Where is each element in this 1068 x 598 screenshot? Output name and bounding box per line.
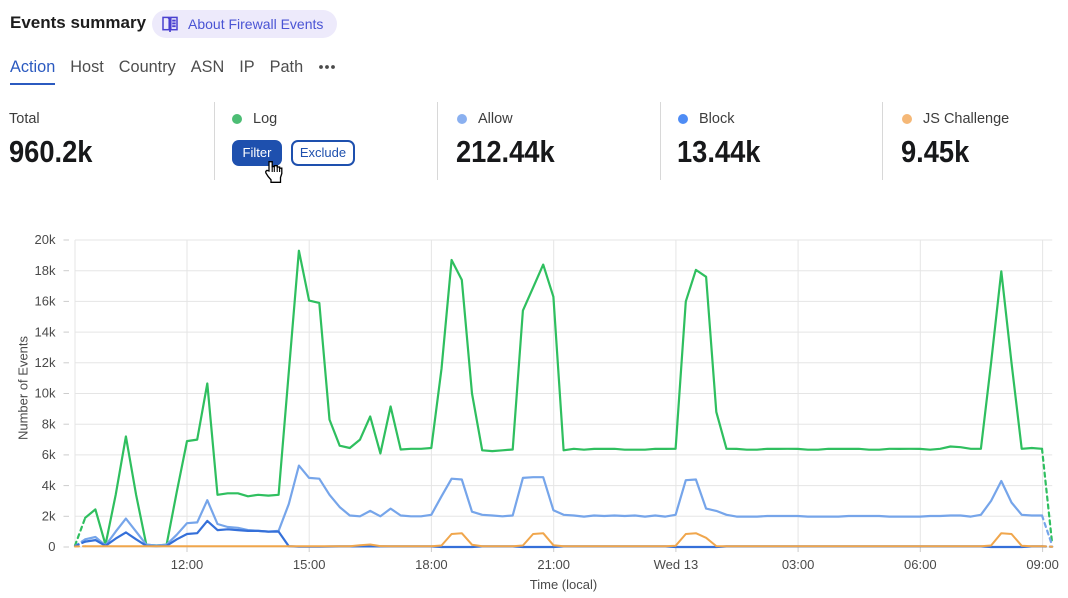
svg-text:16k: 16k — [35, 294, 56, 309]
svg-text:09:00: 09:00 — [1026, 557, 1059, 572]
svg-text:10k: 10k — [35, 386, 56, 401]
svg-text:0: 0 — [48, 539, 55, 554]
svg-text:12:00: 12:00 — [171, 557, 204, 572]
svg-text:Wed 13: Wed 13 — [654, 557, 699, 572]
svg-text:2k: 2k — [42, 509, 56, 524]
svg-text:06:00: 06:00 — [904, 557, 937, 572]
svg-text:18:00: 18:00 — [415, 557, 448, 572]
svg-text:Number of Events: Number of Events — [16, 335, 31, 440]
svg-text:20k: 20k — [35, 232, 56, 247]
svg-text:12k: 12k — [35, 355, 56, 370]
svg-text:21:00: 21:00 — [537, 557, 570, 572]
svg-text:18k: 18k — [35, 263, 56, 278]
svg-text:8k: 8k — [42, 416, 56, 431]
svg-text:Time (local): Time (local) — [530, 577, 597, 592]
svg-text:4k: 4k — [42, 478, 56, 493]
svg-text:6k: 6k — [42, 447, 56, 462]
svg-text:15:00: 15:00 — [293, 557, 326, 572]
svg-text:14k: 14k — [35, 324, 56, 339]
svg-text:03:00: 03:00 — [782, 557, 815, 572]
